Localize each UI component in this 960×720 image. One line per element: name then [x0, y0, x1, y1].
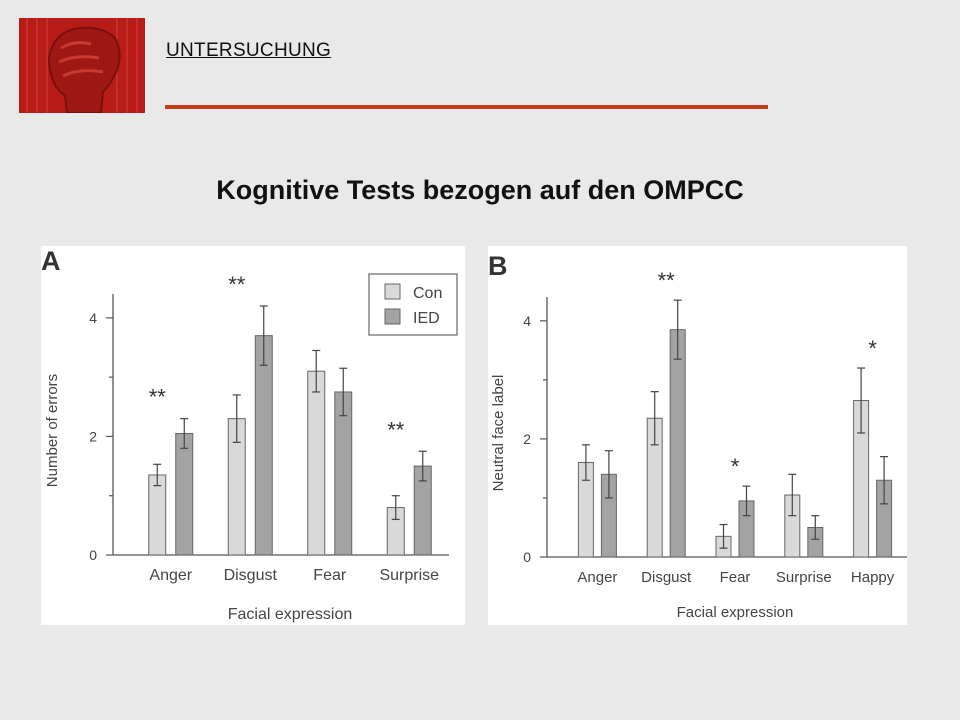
- x-tick-label: Surprise: [776, 569, 832, 586]
- chart-panel-a: A 0 2 4 Number of errors ** Anger ** Disgust Fear…: [41, 246, 465, 625]
- panel-label: B: [488, 251, 508, 281]
- significance-marker: *: [868, 336, 877, 361]
- x-tick-label: Anger: [149, 567, 192, 584]
- chart-a: A 0 2 4 Number of errors ** Anger ** Disgust Fear…: [41, 246, 458, 623]
- legend-label: Con: [413, 285, 442, 302]
- x-tick-label: Fear: [313, 567, 347, 584]
- x-tick-label: Happy: [851, 569, 895, 586]
- x-tick-label: Anger: [577, 569, 617, 586]
- y-axis-label: Number of errors: [44, 374, 61, 487]
- legend-box: [368, 273, 458, 336]
- significance-marker: **: [387, 417, 405, 442]
- y-tick-label: 4: [523, 313, 531, 329]
- raised-fist-icon: [19, 18, 145, 113]
- chart-panel-b: B 0 2 4 Neutral face label Anger ** Disgust * Fea…: [488, 246, 907, 625]
- bar: [148, 474, 167, 556]
- x-tick-label: Disgust: [224, 567, 278, 584]
- significance-marker: **: [149, 385, 167, 410]
- bar: [175, 432, 194, 556]
- y-tick-label: 2: [523, 431, 531, 447]
- chart-b: B 0 2 4 Neutral face label Anger ** Disgust * Fea…: [488, 251, 907, 621]
- x-tick-label: Disgust: [641, 569, 692, 586]
- legend-swatch: [384, 283, 401, 300]
- significance-marker: **: [228, 272, 246, 297]
- y-tick-label: 4: [89, 310, 97, 326]
- page-title: Kognitive Tests bezogen auf den OMPCC: [216, 175, 744, 205]
- y-axis-label: Neutral face label: [490, 375, 507, 492]
- bar: [334, 391, 353, 556]
- legend-label: IED: [413, 310, 440, 327]
- significance-marker: **: [658, 268, 676, 293]
- x-tick-label: Surprise: [379, 567, 439, 584]
- accent-rule: [165, 105, 768, 109]
- significance-marker: *: [731, 454, 740, 479]
- y-tick-label: 2: [89, 428, 97, 444]
- y-tick-label: 0: [523, 549, 531, 565]
- bar: [669, 329, 686, 558]
- bar: [307, 370, 326, 556]
- legend-swatch: [384, 308, 401, 325]
- x-axis-label: Facial expression: [677, 604, 794, 621]
- panel-label: A: [41, 246, 61, 276]
- section-label: UNTERSUCHUNG: [166, 40, 332, 61]
- y-tick-label: 0: [89, 547, 97, 563]
- bar: [254, 335, 273, 556]
- x-axis-label: Facial expression: [228, 606, 353, 623]
- x-tick-label: Fear: [720, 569, 751, 586]
